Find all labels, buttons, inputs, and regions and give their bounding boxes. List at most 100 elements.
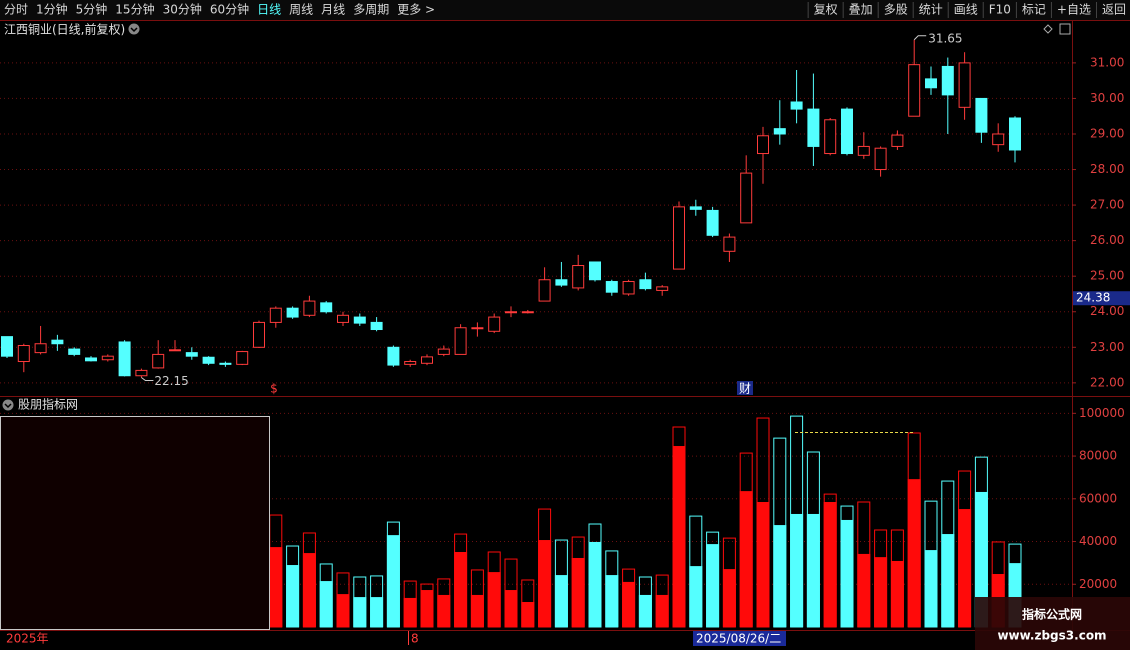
volume-bar-part <box>890 560 904 627</box>
volume-bar-part <box>353 597 367 627</box>
volume-bar-part <box>319 581 333 627</box>
volume-bar-part <box>269 547 283 627</box>
candle-body <box>958 62 971 108</box>
volume-bar-part <box>706 544 720 627</box>
y-tick-label: 30.00 <box>1090 91 1124 105</box>
candle-body <box>505 311 517 314</box>
toolbar-tab[interactable]: 更多 > <box>397 3 435 17</box>
volume-bar-part <box>588 541 602 627</box>
current-price-label: 24.38 <box>1076 291 1110 305</box>
volume-bar-part <box>857 553 871 627</box>
volume-bar-part <box>941 534 955 627</box>
candle-body <box>673 206 685 270</box>
toolbar-tab[interactable]: 月线 <box>321 3 345 17</box>
volume-bar-part <box>554 575 568 627</box>
candle-body <box>639 279 652 290</box>
indicator-title: 股朋指标网 <box>18 397 78 412</box>
event-marker[interactable]: $ <box>270 382 278 396</box>
y-tick-label: 26.00 <box>1090 233 1124 247</box>
candle-body <box>841 108 853 155</box>
volume-bar-part <box>605 575 619 627</box>
candle-body <box>538 279 551 302</box>
y-tick-label: 28.00 <box>1090 162 1124 176</box>
y-tick-label: 29.00 <box>1090 126 1124 140</box>
candle-body <box>790 101 803 110</box>
min-pointer <box>141 377 154 382</box>
toolbar-tab[interactable]: 5分钟 <box>76 2 108 17</box>
panel-option-icon[interactable] <box>1043 24 1053 34</box>
candle-body <box>757 135 769 155</box>
volume-bar-part <box>386 535 400 627</box>
toolbar-tab[interactable]: 日线 <box>257 3 281 17</box>
volume-bar-part <box>403 597 417 627</box>
volume-bar-part <box>958 509 972 627</box>
toolbar-button[interactable]: 多股 <box>884 3 908 17</box>
candle-body <box>85 357 97 362</box>
candle-body <box>320 302 333 313</box>
candle-body <box>34 343 47 354</box>
y-tick-label: 27.00 <box>1090 198 1124 212</box>
candle-body <box>908 64 921 117</box>
candle-body <box>521 311 534 314</box>
volume-bar-part <box>437 594 451 627</box>
volume-bar-part <box>286 565 300 627</box>
toolbar-button[interactable]: +自选 <box>1057 3 1091 17</box>
y-tick-label: 100000 <box>1079 406 1125 420</box>
toolbar-button[interactable]: 复权 <box>814 3 838 17</box>
candle-body <box>689 206 702 210</box>
event-marker-bg <box>737 381 753 395</box>
event-marker[interactable]: 财 <box>739 382 751 396</box>
candle-body <box>874 147 887 171</box>
volume-bar-part <box>521 602 535 627</box>
watermark-name: 指标公式网 <box>1022 607 1082 622</box>
volume-bar-part <box>504 590 518 627</box>
candle-body <box>387 346 400 366</box>
toolbar-tab[interactable]: 30分钟 <box>163 2 202 17</box>
volume-bar-part <box>672 446 686 627</box>
y-tick-label: 80000 <box>1079 449 1117 463</box>
candle-body <box>622 281 635 295</box>
toolbar-button[interactable]: F10 <box>989 3 1011 17</box>
volume-bar-part <box>487 572 501 627</box>
toolbar-button[interactable]: 统计 <box>919 3 943 17</box>
volume-bar-part <box>638 594 652 627</box>
volume-bar-part <box>924 550 938 627</box>
toolbar-button[interactable]: 叠加 <box>849 3 873 17</box>
toolbar-tab[interactable]: 15分钟 <box>115 2 154 17</box>
indicator-menu-icon[interactable] <box>2 399 14 411</box>
volume-bar-part <box>806 513 820 627</box>
volume-bar-part <box>336 594 350 627</box>
y-tick-label: 20000 <box>1079 577 1117 591</box>
toolbar-tab[interactable]: 多周期 <box>353 3 389 17</box>
candle-body <box>740 172 753 224</box>
candle-body <box>1 336 13 357</box>
overlay-panel <box>0 416 270 630</box>
y-tick-label: 22.00 <box>1090 375 1124 389</box>
candle-body <box>941 65 954 96</box>
volume-bar-part <box>302 553 316 627</box>
volume-bar-part <box>722 569 736 627</box>
candle-body <box>488 316 501 332</box>
toolbar-tab[interactable]: 1分钟 <box>36 2 68 17</box>
title-menu-icon[interactable] <box>128 23 140 35</box>
toolbar-tab[interactable]: 分时 <box>4 3 28 17</box>
candle-body <box>555 279 568 286</box>
candle-body <box>656 286 669 291</box>
toolbar-button[interactable]: 标记 <box>1022 3 1046 17</box>
toolbar-tab[interactable]: 周线 <box>289 3 313 17</box>
toolbar-tab[interactable]: 60分钟 <box>210 2 249 17</box>
candle-body <box>286 307 299 318</box>
candle-body <box>824 119 837 155</box>
min-price-label: 22.15 <box>154 374 188 388</box>
volume-bar-part <box>622 581 636 627</box>
volume-bar-part <box>823 502 837 627</box>
candle-body <box>169 349 181 352</box>
candle-body <box>219 362 232 365</box>
candle-body <box>101 355 114 361</box>
toolbar-button[interactable]: 画线 <box>954 3 978 17</box>
candle-body <box>236 351 249 365</box>
candle-body <box>807 108 820 147</box>
y-tick-label: 60000 <box>1079 491 1117 505</box>
panel-maximize-icon[interactable] <box>1059 23 1071 35</box>
toolbar-button[interactable]: 返回 <box>1102 3 1126 17</box>
